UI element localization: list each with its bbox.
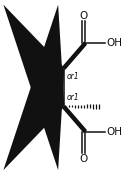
Polygon shape <box>3 5 64 170</box>
Text: O: O <box>80 11 88 21</box>
Text: OH: OH <box>106 127 122 137</box>
Text: or1: or1 <box>66 72 79 81</box>
Text: or1: or1 <box>66 93 79 102</box>
Text: OH: OH <box>106 38 122 48</box>
Text: O: O <box>80 154 88 164</box>
Polygon shape <box>3 5 64 170</box>
